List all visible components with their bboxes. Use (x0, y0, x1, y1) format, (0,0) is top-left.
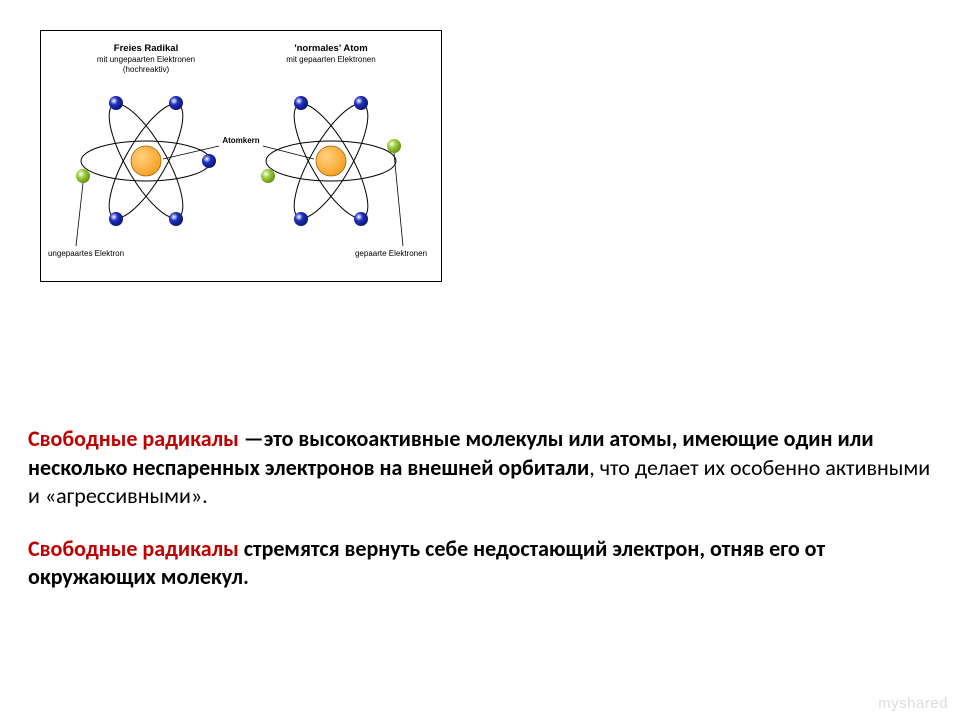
left-note: (hochreaktiv) (123, 65, 170, 74)
right-nucleus (316, 146, 346, 176)
diagram-svg: Freies Radikal mit ungepaarten Elektrone… (41, 31, 441, 281)
paragraph-1: Свободные радикалы —это высокоактивные м… (28, 425, 932, 511)
left-bottom-label: ungepaartes Elektron (48, 249, 124, 258)
left-pointer-line (76, 183, 83, 246)
atom-diagram: Freies Radikal mit ungepaarten Elektrone… (40, 30, 442, 282)
left-title: Freies Radikal (114, 43, 178, 54)
center-line-right (263, 146, 314, 159)
right-subtitle: mit gepaarten Elektronen (286, 55, 375, 64)
left-nucleus (131, 146, 161, 176)
right-pointer-line (394, 153, 403, 246)
center-label: Atomkern (222, 136, 259, 145)
right-bottom-label: gepaarte Elektronen (355, 249, 427, 258)
watermark: myshared (878, 695, 948, 712)
right-title: 'normales' Atom (294, 43, 367, 54)
p2-heading: Свободные радикалы (28, 535, 244, 562)
paragraph-2: Свободные радикалы стремятся вернуть себ… (28, 535, 932, 592)
main-text: Свободные радикалы —это высокоактивные м… (28, 425, 932, 616)
left-subtitle: mit ungepaarten Elektronen (97, 55, 195, 64)
p1-heading: Свободные радикалы (28, 425, 244, 452)
